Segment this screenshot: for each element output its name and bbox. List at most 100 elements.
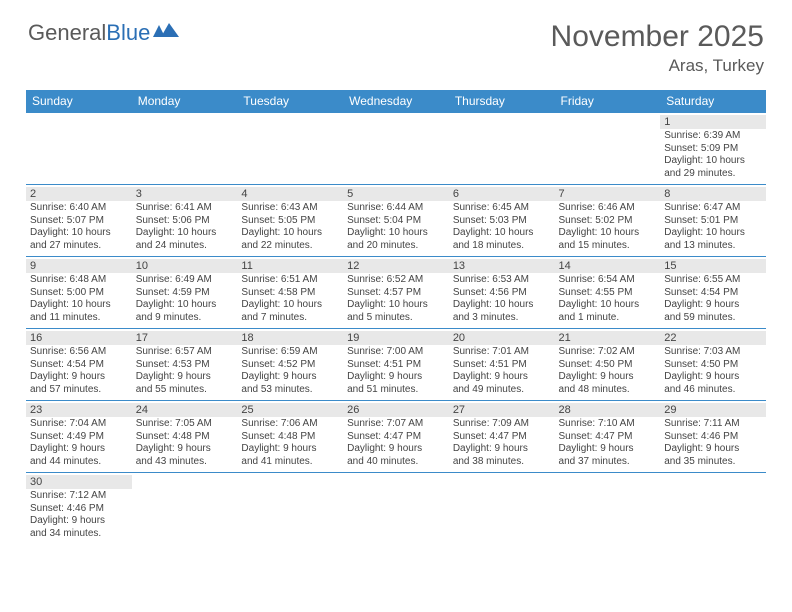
sun-line-ss: Sunset: 4:51 PM	[453, 359, 551, 372]
day-cell: 17Sunrise: 6:57 AMSunset: 4:53 PMDayligh…	[132, 329, 238, 401]
sun-info: Sunrise: 7:10 AMSunset: 4:47 PMDaylight:…	[559, 418, 657, 468]
calendar-table: SundayMondayTuesdayWednesdayThursdayFrid…	[26, 90, 766, 545]
week-row: 9Sunrise: 6:48 AMSunset: 5:00 PMDaylight…	[26, 257, 766, 329]
logo-text-2: Blue	[106, 20, 150, 46]
sun-line-sr: Sunrise: 6:43 AM	[241, 202, 339, 215]
sun-line-sr: Sunrise: 7:02 AM	[559, 346, 657, 359]
day-number: 28	[555, 403, 661, 417]
day-cell: 9Sunrise: 6:48 AMSunset: 5:00 PMDaylight…	[26, 257, 132, 329]
blank-cell	[449, 113, 555, 185]
sun-line-sr: Sunrise: 7:06 AM	[241, 418, 339, 431]
day-cell: 4Sunrise: 6:43 AMSunset: 5:05 PMDaylight…	[237, 185, 343, 257]
day-cell: 19Sunrise: 7:00 AMSunset: 4:51 PMDayligh…	[343, 329, 449, 401]
sun-info: Sunrise: 6:59 AMSunset: 4:52 PMDaylight:…	[241, 346, 339, 396]
sun-line-sr: Sunrise: 6:54 AM	[559, 274, 657, 287]
sun-line-ss: Sunset: 5:04 PM	[347, 215, 445, 228]
sun-line-dl2: and 51 minutes.	[347, 384, 445, 397]
sun-line-dl1: Daylight: 9 hours	[453, 443, 551, 456]
day-number: 9	[26, 259, 132, 273]
day-number: 23	[26, 403, 132, 417]
day-cell: 10Sunrise: 6:49 AMSunset: 4:59 PMDayligh…	[132, 257, 238, 329]
day-cell: 21Sunrise: 7:02 AMSunset: 4:50 PMDayligh…	[555, 329, 661, 401]
sun-line-dl2: and 15 minutes.	[559, 240, 657, 253]
sun-line-sr: Sunrise: 7:12 AM	[30, 490, 128, 503]
sun-line-sr: Sunrise: 7:11 AM	[664, 418, 762, 431]
sun-line-dl1: Daylight: 9 hours	[241, 371, 339, 384]
day-cell: 27Sunrise: 7:09 AMSunset: 4:47 PMDayligh…	[449, 401, 555, 473]
sun-line-dl2: and 57 minutes.	[30, 384, 128, 397]
day-number: 6	[449, 187, 555, 201]
sun-line-dl1: Daylight: 9 hours	[136, 443, 234, 456]
sun-line-dl1: Daylight: 9 hours	[30, 443, 128, 456]
sun-line-sr: Sunrise: 7:10 AM	[559, 418, 657, 431]
sun-line-dl2: and 27 minutes.	[30, 240, 128, 253]
blank-cell	[660, 473, 766, 545]
sun-line-sr: Sunrise: 7:01 AM	[453, 346, 551, 359]
sun-line-dl1: Daylight: 10 hours	[453, 227, 551, 240]
sun-line-sr: Sunrise: 6:55 AM	[664, 274, 762, 287]
sun-line-sr: Sunrise: 7:00 AM	[347, 346, 445, 359]
blank-cell	[237, 113, 343, 185]
day-number: 19	[343, 331, 449, 345]
title-block: November 2025 Aras, Turkey	[551, 20, 764, 76]
blank-cell	[449, 473, 555, 545]
sun-line-dl2: and 38 minutes.	[453, 456, 551, 469]
sun-info: Sunrise: 6:56 AMSunset: 4:54 PMDaylight:…	[30, 346, 128, 396]
sun-line-ss: Sunset: 4:51 PM	[347, 359, 445, 372]
sun-line-dl1: Daylight: 9 hours	[347, 371, 445, 384]
week-row: 2Sunrise: 6:40 AMSunset: 5:07 PMDaylight…	[26, 185, 766, 257]
sun-line-ss: Sunset: 4:57 PM	[347, 287, 445, 300]
sun-line-dl2: and 55 minutes.	[136, 384, 234, 397]
sun-line-ss: Sunset: 4:48 PM	[136, 431, 234, 444]
day-cell: 2Sunrise: 6:40 AMSunset: 5:07 PMDaylight…	[26, 185, 132, 257]
blank-cell	[555, 473, 661, 545]
week-row: 1Sunrise: 6:39 AMSunset: 5:09 PMDaylight…	[26, 113, 766, 185]
day-cell: 24Sunrise: 7:05 AMSunset: 4:48 PMDayligh…	[132, 401, 238, 473]
sun-line-ss: Sunset: 4:56 PM	[453, 287, 551, 300]
day-number: 11	[237, 259, 343, 273]
sun-line-dl2: and 3 minutes.	[453, 312, 551, 325]
day-header-thursday: Thursday	[449, 90, 555, 113]
sun-line-dl2: and 41 minutes.	[241, 456, 339, 469]
sun-info: Sunrise: 7:03 AMSunset: 4:50 PMDaylight:…	[664, 346, 762, 396]
sun-line-sr: Sunrise: 6:57 AM	[136, 346, 234, 359]
sun-line-dl1: Daylight: 10 hours	[559, 299, 657, 312]
day-number: 8	[660, 187, 766, 201]
sun-line-dl2: and 43 minutes.	[136, 456, 234, 469]
sun-line-sr: Sunrise: 6:48 AM	[30, 274, 128, 287]
sun-line-sr: Sunrise: 6:51 AM	[241, 274, 339, 287]
day-cell: 23Sunrise: 7:04 AMSunset: 4:49 PMDayligh…	[26, 401, 132, 473]
blank-cell	[343, 113, 449, 185]
week-row: 30Sunrise: 7:12 AMSunset: 4:46 PMDayligh…	[26, 473, 766, 545]
sun-line-dl2: and 9 minutes.	[136, 312, 234, 325]
sun-line-dl1: Daylight: 9 hours	[136, 371, 234, 384]
day-number: 10	[132, 259, 238, 273]
sun-line-dl1: Daylight: 10 hours	[30, 227, 128, 240]
week-row: 23Sunrise: 7:04 AMSunset: 4:49 PMDayligh…	[26, 401, 766, 473]
sun-line-ss: Sunset: 5:07 PM	[30, 215, 128, 228]
day-cell: 8Sunrise: 6:47 AMSunset: 5:01 PMDaylight…	[660, 185, 766, 257]
sun-line-dl2: and 5 minutes.	[347, 312, 445, 325]
sun-line-sr: Sunrise: 6:49 AM	[136, 274, 234, 287]
sun-info: Sunrise: 7:07 AMSunset: 4:47 PMDaylight:…	[347, 418, 445, 468]
sun-line-ss: Sunset: 4:49 PM	[30, 431, 128, 444]
sun-line-ss: Sunset: 4:47 PM	[453, 431, 551, 444]
sun-line-ss: Sunset: 4:50 PM	[559, 359, 657, 372]
sun-line-dl1: Daylight: 9 hours	[664, 299, 762, 312]
sun-info: Sunrise: 7:11 AMSunset: 4:46 PMDaylight:…	[664, 418, 762, 468]
day-number: 14	[555, 259, 661, 273]
sun-line-dl2: and 46 minutes.	[664, 384, 762, 397]
day-cell: 15Sunrise: 6:55 AMSunset: 4:54 PMDayligh…	[660, 257, 766, 329]
sun-line-sr: Sunrise: 7:03 AM	[664, 346, 762, 359]
sun-line-ss: Sunset: 4:52 PM	[241, 359, 339, 372]
day-number: 30	[26, 475, 132, 489]
logo-flag-icon	[153, 23, 179, 41]
sun-info: Sunrise: 6:39 AMSunset: 5:09 PMDaylight:…	[664, 130, 762, 180]
day-cell: 28Sunrise: 7:10 AMSunset: 4:47 PMDayligh…	[555, 401, 661, 473]
sun-line-ss: Sunset: 5:01 PM	[664, 215, 762, 228]
sun-line-dl1: Daylight: 10 hours	[664, 227, 762, 240]
sun-info: Sunrise: 7:00 AMSunset: 4:51 PMDaylight:…	[347, 346, 445, 396]
sun-info: Sunrise: 6:55 AMSunset: 4:54 PMDaylight:…	[664, 274, 762, 324]
sun-line-sr: Sunrise: 6:52 AM	[347, 274, 445, 287]
day-header-friday: Friday	[555, 90, 661, 113]
